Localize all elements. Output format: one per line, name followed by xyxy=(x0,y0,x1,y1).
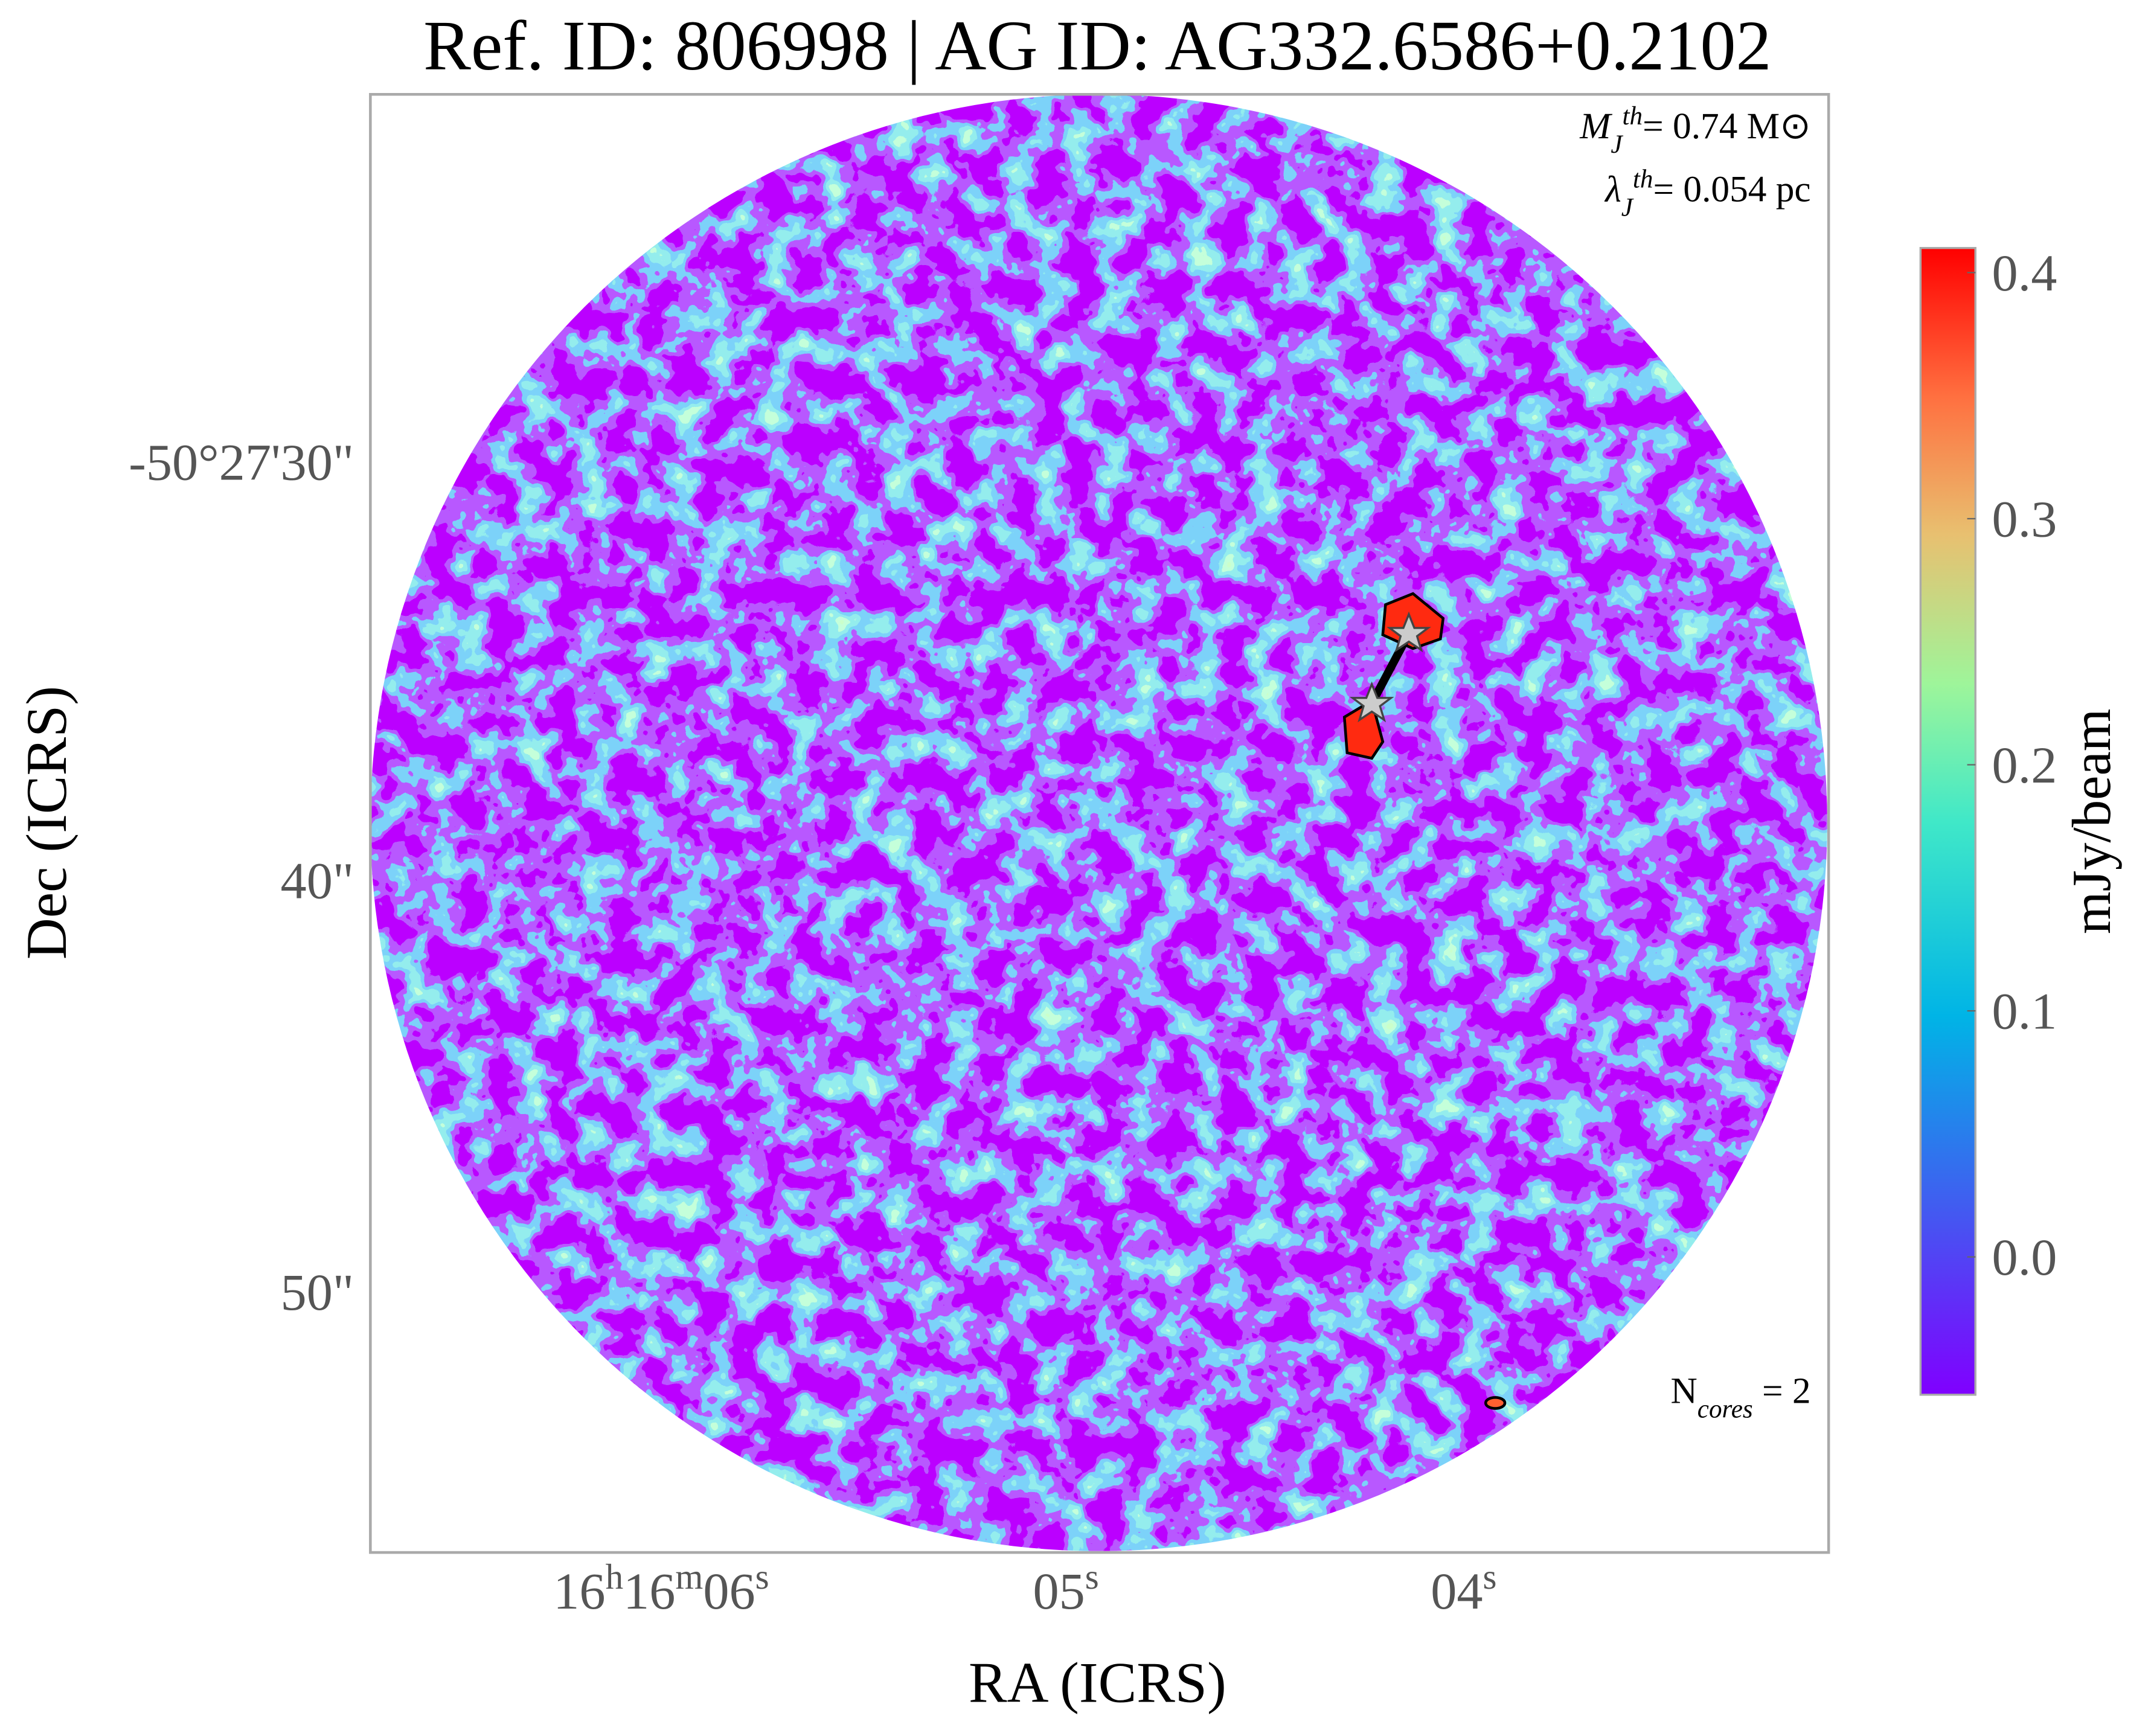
x-tick-label: 16h16m06s xyxy=(553,1557,769,1620)
chart-title: Ref. ID: 806998 | AG ID: AG332.6586+0.21… xyxy=(423,6,1772,85)
symbol: N xyxy=(1671,1370,1697,1411)
value: = 2 xyxy=(1753,1370,1811,1411)
contour xyxy=(1484,1396,1507,1410)
tick-text-part: m xyxy=(675,1557,703,1597)
value: = 0.054 pc xyxy=(1653,168,1810,210)
axes-frame xyxy=(369,92,1830,1554)
symbol: λ xyxy=(1604,168,1621,210)
tick-text-part: s xyxy=(1483,1557,1497,1597)
x-tick-label: 04s xyxy=(1431,1557,1496,1620)
value: = 0.74 M⊙ xyxy=(1643,106,1811,147)
colorbar-tick-label: 0.3 xyxy=(1992,490,2057,548)
colorbar-tick-label: 0.2 xyxy=(1992,736,2057,794)
colorbar-tick-label: 0.0 xyxy=(1992,1228,2057,1286)
colorbar xyxy=(1919,246,1976,1396)
superscript: th xyxy=(1633,165,1653,193)
colorbar-label: mJy/beam xyxy=(2061,709,2122,934)
core-count: Ncores = 2 xyxy=(1671,1370,1811,1423)
tick-text-part: 06 xyxy=(703,1562,755,1620)
subscript: cores xyxy=(1697,1395,1753,1423)
noise-field xyxy=(370,94,1827,1551)
y-axis-label: Dec (ICRS) xyxy=(14,686,79,959)
core-marker xyxy=(1386,611,1431,653)
core-marker xyxy=(1349,681,1394,723)
colorbar-tick-label: 0.4 xyxy=(1992,244,2057,302)
subscript: J xyxy=(1621,193,1634,222)
tick-text-part: 16 xyxy=(553,1562,605,1620)
colorbar-tick-label: 0.1 xyxy=(1992,982,2057,1040)
symbol: M xyxy=(1579,106,1612,147)
subscript: J xyxy=(1611,130,1623,158)
y-tick-label: -50°27'30" xyxy=(129,434,354,492)
superscript: th xyxy=(1623,101,1643,130)
tick-text-part: 16 xyxy=(623,1562,675,1620)
y-tick-label: 40" xyxy=(281,851,354,909)
tick-text-part: h xyxy=(606,1557,624,1597)
y-tick-label: 50" xyxy=(281,1263,354,1321)
tick-text-part: 04 xyxy=(1431,1562,1483,1620)
jeans-mass: MJth= 0.74 M⊙ xyxy=(1579,101,1810,158)
x-axis-label: RA (ICRS) xyxy=(969,1651,1226,1715)
intensity-map xyxy=(370,94,1827,1551)
tick-text-part: s xyxy=(755,1557,769,1597)
x-tick-label: 05s xyxy=(1033,1557,1098,1620)
tick-text-part: s xyxy=(1085,1557,1099,1597)
tick-text-part: 05 xyxy=(1033,1562,1085,1620)
jeans-length: λJth= 0.054 pc xyxy=(1604,165,1810,222)
